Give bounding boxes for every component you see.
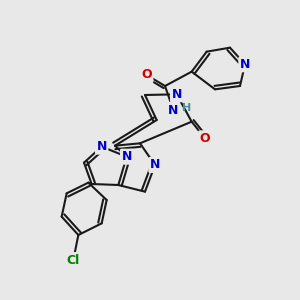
Text: N: N: [150, 158, 160, 172]
Text: O: O: [200, 132, 210, 145]
Text: N: N: [97, 140, 107, 153]
Text: O: O: [141, 68, 152, 82]
Text: H: H: [182, 103, 191, 113]
Text: N: N: [122, 150, 132, 163]
Text: Cl: Cl: [67, 254, 80, 266]
Text: N: N: [240, 58, 250, 71]
Text: N: N: [168, 103, 178, 116]
Text: N: N: [172, 88, 182, 101]
